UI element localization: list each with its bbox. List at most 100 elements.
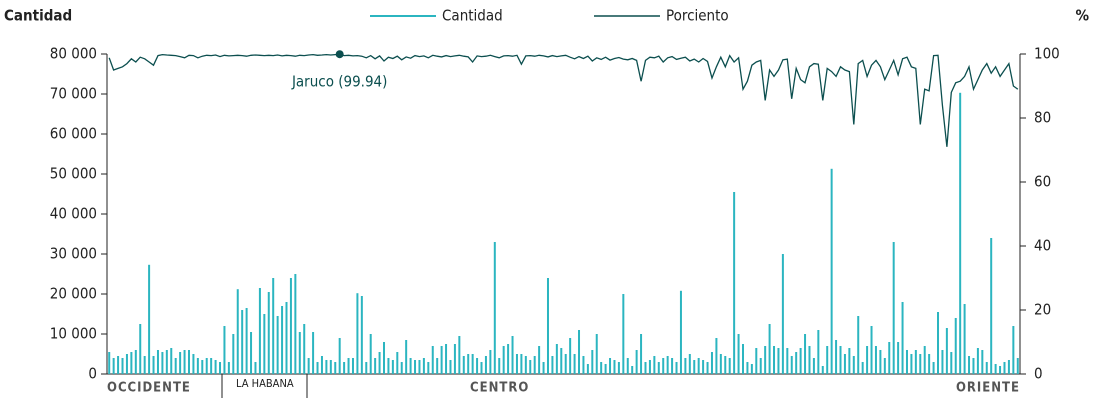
bar bbox=[839, 346, 842, 374]
bar bbox=[764, 346, 767, 374]
bar bbox=[378, 352, 381, 374]
bar bbox=[843, 354, 846, 374]
bar bbox=[383, 342, 386, 374]
bar bbox=[529, 360, 532, 374]
bar bbox=[143, 356, 146, 374]
y2-tick-label: 40 bbox=[1034, 237, 1051, 255]
bar bbox=[640, 334, 643, 374]
bar bbox=[307, 358, 310, 374]
bar bbox=[578, 330, 581, 374]
bar bbox=[414, 360, 417, 374]
bar bbox=[888, 342, 891, 374]
bar bbox=[719, 354, 722, 374]
bar bbox=[458, 336, 461, 374]
bar bbox=[679, 290, 682, 374]
bar bbox=[298, 332, 301, 374]
bar bbox=[773, 346, 776, 374]
bar bbox=[1016, 358, 1019, 374]
y-tick-label: 0 bbox=[88, 365, 97, 383]
y-tick-label: 40 000 bbox=[50, 205, 97, 223]
bar bbox=[365, 362, 368, 374]
bar bbox=[467, 354, 470, 374]
bar bbox=[728, 358, 731, 374]
bar bbox=[1007, 360, 1010, 374]
bar bbox=[910, 354, 913, 374]
bar bbox=[746, 362, 749, 374]
bar bbox=[901, 302, 904, 374]
bar bbox=[187, 350, 190, 374]
bar bbox=[631, 366, 634, 374]
bar bbox=[755, 348, 758, 374]
bar bbox=[396, 352, 399, 374]
bar bbox=[937, 312, 940, 374]
bar bbox=[520, 354, 523, 374]
bar bbox=[112, 358, 115, 374]
bar bbox=[675, 362, 678, 374]
bar bbox=[511, 336, 514, 374]
bar bbox=[635, 350, 638, 374]
bar bbox=[125, 354, 128, 374]
bar bbox=[196, 358, 199, 374]
bar bbox=[453, 344, 456, 374]
bar bbox=[990, 238, 993, 374]
bar bbox=[857, 316, 860, 374]
y-axis-title: Cantidad bbox=[4, 7, 72, 25]
bar bbox=[595, 334, 598, 374]
bar bbox=[409, 358, 412, 374]
bar bbox=[391, 360, 394, 374]
bar bbox=[267, 292, 270, 374]
bar bbox=[622, 294, 625, 374]
bar bbox=[360, 296, 363, 374]
bar bbox=[343, 362, 346, 374]
y2-axis-title: % bbox=[1075, 7, 1089, 25]
bar bbox=[861, 362, 864, 374]
bar bbox=[617, 362, 620, 374]
bar bbox=[733, 192, 736, 374]
bar bbox=[524, 356, 527, 374]
bar bbox=[613, 360, 616, 374]
y2-tick-label: 80 bbox=[1034, 109, 1051, 127]
bar bbox=[653, 356, 656, 374]
bar bbox=[538, 346, 541, 374]
bar bbox=[312, 332, 315, 374]
bar bbox=[963, 304, 966, 374]
bar bbox=[245, 308, 248, 374]
bar bbox=[325, 360, 328, 374]
bar bbox=[999, 366, 1002, 374]
bar bbox=[569, 338, 572, 374]
bar bbox=[768, 324, 771, 374]
y-tick-label: 60 000 bbox=[50, 125, 97, 143]
bar bbox=[786, 348, 789, 374]
bar bbox=[564, 354, 567, 374]
bar bbox=[179, 352, 182, 374]
bar bbox=[879, 350, 882, 374]
bar bbox=[706, 362, 709, 374]
bar bbox=[697, 358, 700, 374]
bar bbox=[941, 350, 944, 374]
legend-label: Cantidad bbox=[442, 7, 503, 25]
bar bbox=[626, 358, 629, 374]
bar bbox=[533, 356, 536, 374]
bar bbox=[954, 318, 957, 374]
bar bbox=[462, 356, 465, 374]
bar bbox=[258, 288, 261, 374]
bar bbox=[436, 358, 439, 374]
bar bbox=[130, 352, 133, 374]
bar bbox=[750, 364, 753, 374]
annotation-point bbox=[335, 50, 344, 59]
bar bbox=[582, 356, 585, 374]
bar bbox=[551, 356, 554, 374]
bar bbox=[263, 314, 266, 374]
bar bbox=[449, 360, 452, 374]
bar bbox=[644, 362, 647, 374]
bar bbox=[480, 362, 483, 374]
bar bbox=[507, 344, 510, 374]
bar bbox=[201, 360, 204, 374]
bar bbox=[981, 350, 984, 374]
bar bbox=[369, 334, 372, 374]
bar bbox=[817, 330, 820, 374]
bar bbox=[214, 360, 217, 374]
y-tick-label: 30 000 bbox=[50, 245, 97, 263]
bar bbox=[928, 354, 931, 374]
